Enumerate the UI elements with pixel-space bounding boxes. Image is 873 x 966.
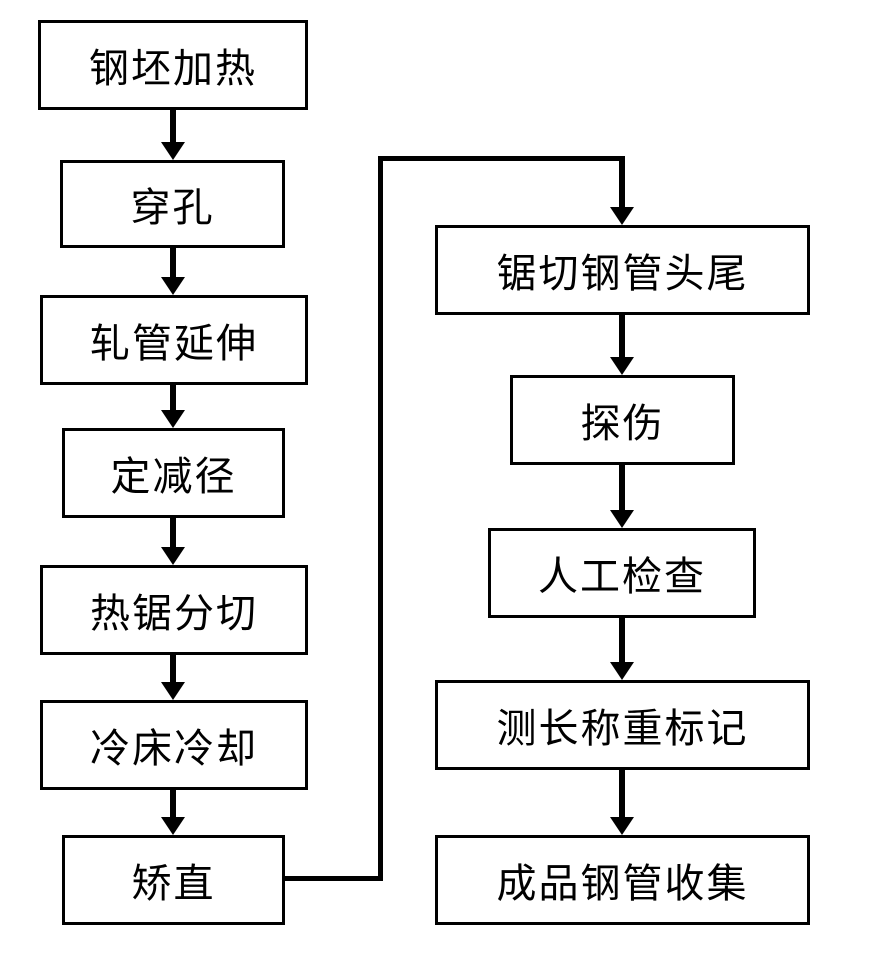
node-product-collection: 成品钢管收集 xyxy=(435,835,810,925)
node-hot-saw-cutting: 热锯分切 xyxy=(40,565,308,655)
arrow-3-4 xyxy=(170,385,176,413)
arrow-head-9-10 xyxy=(610,510,634,528)
node-label: 定减径 xyxy=(111,444,237,502)
connector-7-8-down xyxy=(619,156,625,210)
node-flaw-detection: 探伤 xyxy=(510,375,735,465)
node-piercing: 穿孔 xyxy=(60,160,285,248)
node-label: 探伤 xyxy=(581,391,665,449)
arrow-head-11-12 xyxy=(610,817,634,835)
arrow-9-10 xyxy=(619,465,625,513)
arrow-head-3-4 xyxy=(161,410,185,428)
connector-7-8-head xyxy=(610,207,634,225)
node-billet-heating: 钢坯加热 xyxy=(38,20,308,110)
arrow-head-5-6 xyxy=(161,682,185,700)
node-label: 冷床冷却 xyxy=(90,716,258,774)
node-label: 钢坯加热 xyxy=(89,36,257,94)
connector-7-8-v xyxy=(378,156,383,881)
arrow-10-11 xyxy=(619,618,625,665)
node-label: 穿孔 xyxy=(131,175,215,233)
node-label: 测长称重标记 xyxy=(497,696,749,754)
arrow-8-9 xyxy=(619,315,625,360)
connector-7-8-h2 xyxy=(378,156,625,161)
node-label: 轧管延伸 xyxy=(90,311,258,369)
node-sizing-reducing: 定减径 xyxy=(62,428,285,518)
arrow-head-8-9 xyxy=(610,357,634,375)
node-straightening: 矫直 xyxy=(62,835,285,925)
connector-7-8-h1 xyxy=(285,876,383,881)
arrow-head-1-2 xyxy=(161,142,185,160)
node-label: 热锯分切 xyxy=(90,581,258,639)
arrow-6-7 xyxy=(170,790,176,820)
node-cooling-bed: 冷床冷却 xyxy=(40,700,308,790)
node-manual-inspection: 人工检查 xyxy=(488,528,756,618)
arrow-head-6-7 xyxy=(161,817,185,835)
node-tube-rolling: 轧管延伸 xyxy=(40,295,308,385)
arrow-2-3 xyxy=(170,248,176,280)
node-measure-weigh-mark: 测长称重标记 xyxy=(435,680,810,770)
node-label: 成品钢管收集 xyxy=(497,851,749,909)
arrow-11-12 xyxy=(619,770,625,820)
arrow-head-2-3 xyxy=(161,277,185,295)
node-saw-cut-ends: 锯切钢管头尾 xyxy=(435,225,810,315)
node-label: 人工检查 xyxy=(538,544,706,602)
arrow-5-6 xyxy=(170,655,176,685)
arrow-head-10-11 xyxy=(610,662,634,680)
node-label: 锯切钢管头尾 xyxy=(497,241,749,299)
arrow-1-2 xyxy=(170,110,176,145)
node-label: 矫直 xyxy=(132,851,216,909)
arrow-head-4-5 xyxy=(161,547,185,565)
arrow-4-5 xyxy=(170,518,176,550)
